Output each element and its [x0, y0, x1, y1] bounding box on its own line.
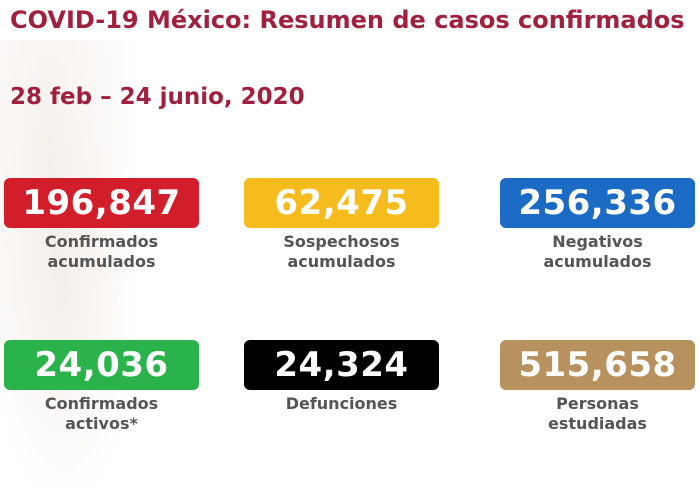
card-label: Negativos acumulados	[543, 232, 652, 271]
background-watermark	[0, 40, 160, 490]
card-confirmados-activos: 24,036 Confirmados activos*	[4, 340, 199, 434]
card-label: Confirmados activos*	[44, 394, 159, 433]
value-box: 196,847	[4, 178, 199, 228]
card-negativos-acumulados: 256,336 Negativos acumulados	[500, 178, 695, 272]
card-confirmados-acumulados: 196,847 Confirmados acumulados	[4, 178, 199, 272]
page-title: COVID-19 México: Resumen de casos confir…	[10, 6, 685, 34]
date-range: 28 feb – 24 junio, 2020	[10, 84, 305, 110]
card-label: Personas estudiadas	[548, 394, 647, 433]
value-box: 62,475	[244, 178, 439, 228]
card-sospechosos-acumulados: 62,475 Sospechosos acumulados	[244, 178, 439, 272]
card-defunciones: 24,324 Defunciones	[244, 340, 439, 414]
card-personas-estudiadas: 515,658 Personas estudiadas	[500, 340, 695, 434]
value-box: 24,324	[244, 340, 439, 390]
value-box: 24,036	[4, 340, 199, 390]
value-box: 515,658	[500, 340, 695, 390]
card-label: Sospechosos acumulados	[283, 232, 400, 271]
card-label: Confirmados acumulados	[44, 232, 159, 271]
card-label: Defunciones	[285, 394, 398, 413]
value-box: 256,336	[500, 178, 695, 228]
